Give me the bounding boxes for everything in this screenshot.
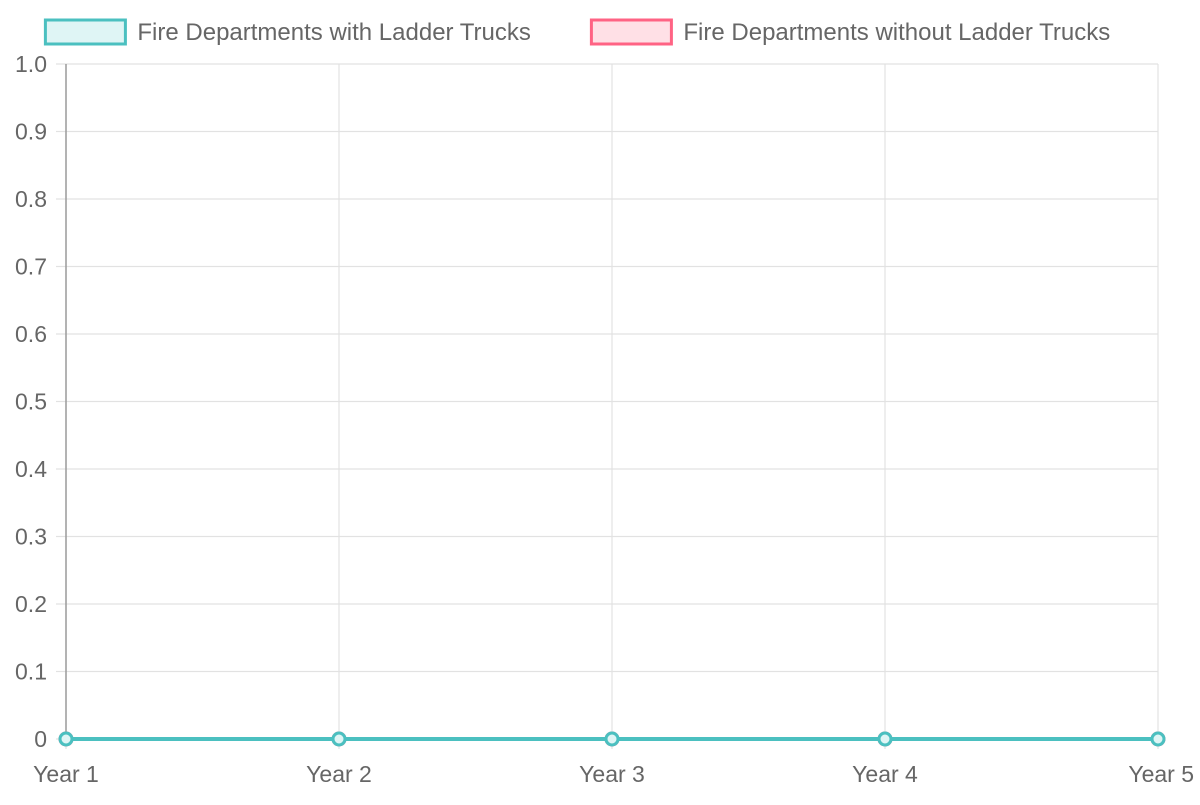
series-1 (58, 731, 1166, 747)
y-tick-label: 0.7 (15, 254, 47, 280)
y-tick-label: 0.1 (15, 659, 47, 685)
y-tick-label: 0.8 (15, 186, 47, 212)
y-tick-label: 1.0 (15, 51, 47, 77)
data-point[interactable] (877, 731, 893, 747)
data-point[interactable] (604, 731, 620, 747)
y-tick-label: 0.5 (15, 389, 47, 415)
y-tick-label: 0.2 (15, 591, 47, 617)
legend: Fire Departments with Ladder Trucks Fire … (43, 18, 1110, 46)
legend-swatch (43, 18, 127, 46)
grid (56, 63, 1159, 749)
x-tick-label: Year 5 (1128, 761, 1194, 787)
legend-item-1[interactable]: Fire Departments with Ladder Trucks (43, 18, 531, 46)
y-tick-label: 0 (34, 726, 47, 752)
legend-label: Fire Departments without Ladder Trucks (683, 19, 1110, 46)
data-point[interactable] (1150, 731, 1166, 747)
data-point[interactable] (331, 731, 347, 747)
x-tick-label: Year 2 (306, 761, 372, 787)
legend-label: Fire Departments with Ladder Trucks (137, 19, 530, 46)
y-tick-label: 0.6 (15, 321, 47, 347)
axes: 0 0.1 0.2 0.3 0.4 0.5 0.6 0.7 0.8 0.9 1.0 Year 1 Yea… (15, 51, 1194, 787)
x-tick-label: Year 3 (579, 761, 645, 787)
y-tick-label: 0.9 (15, 119, 47, 145)
legend-swatch (589, 18, 673, 46)
y-tick-label: 0.3 (15, 524, 47, 550)
legend-item-2[interactable]: Fire Departments without Ladder Trucks (589, 18, 1110, 46)
y-tick-label: 0.4 (15, 456, 47, 482)
series-layer (58, 731, 1166, 747)
x-tick-label: Year 4 (852, 761, 918, 787)
x-tick-label: Year 1 (33, 761, 99, 787)
data-point[interactable] (58, 731, 74, 747)
